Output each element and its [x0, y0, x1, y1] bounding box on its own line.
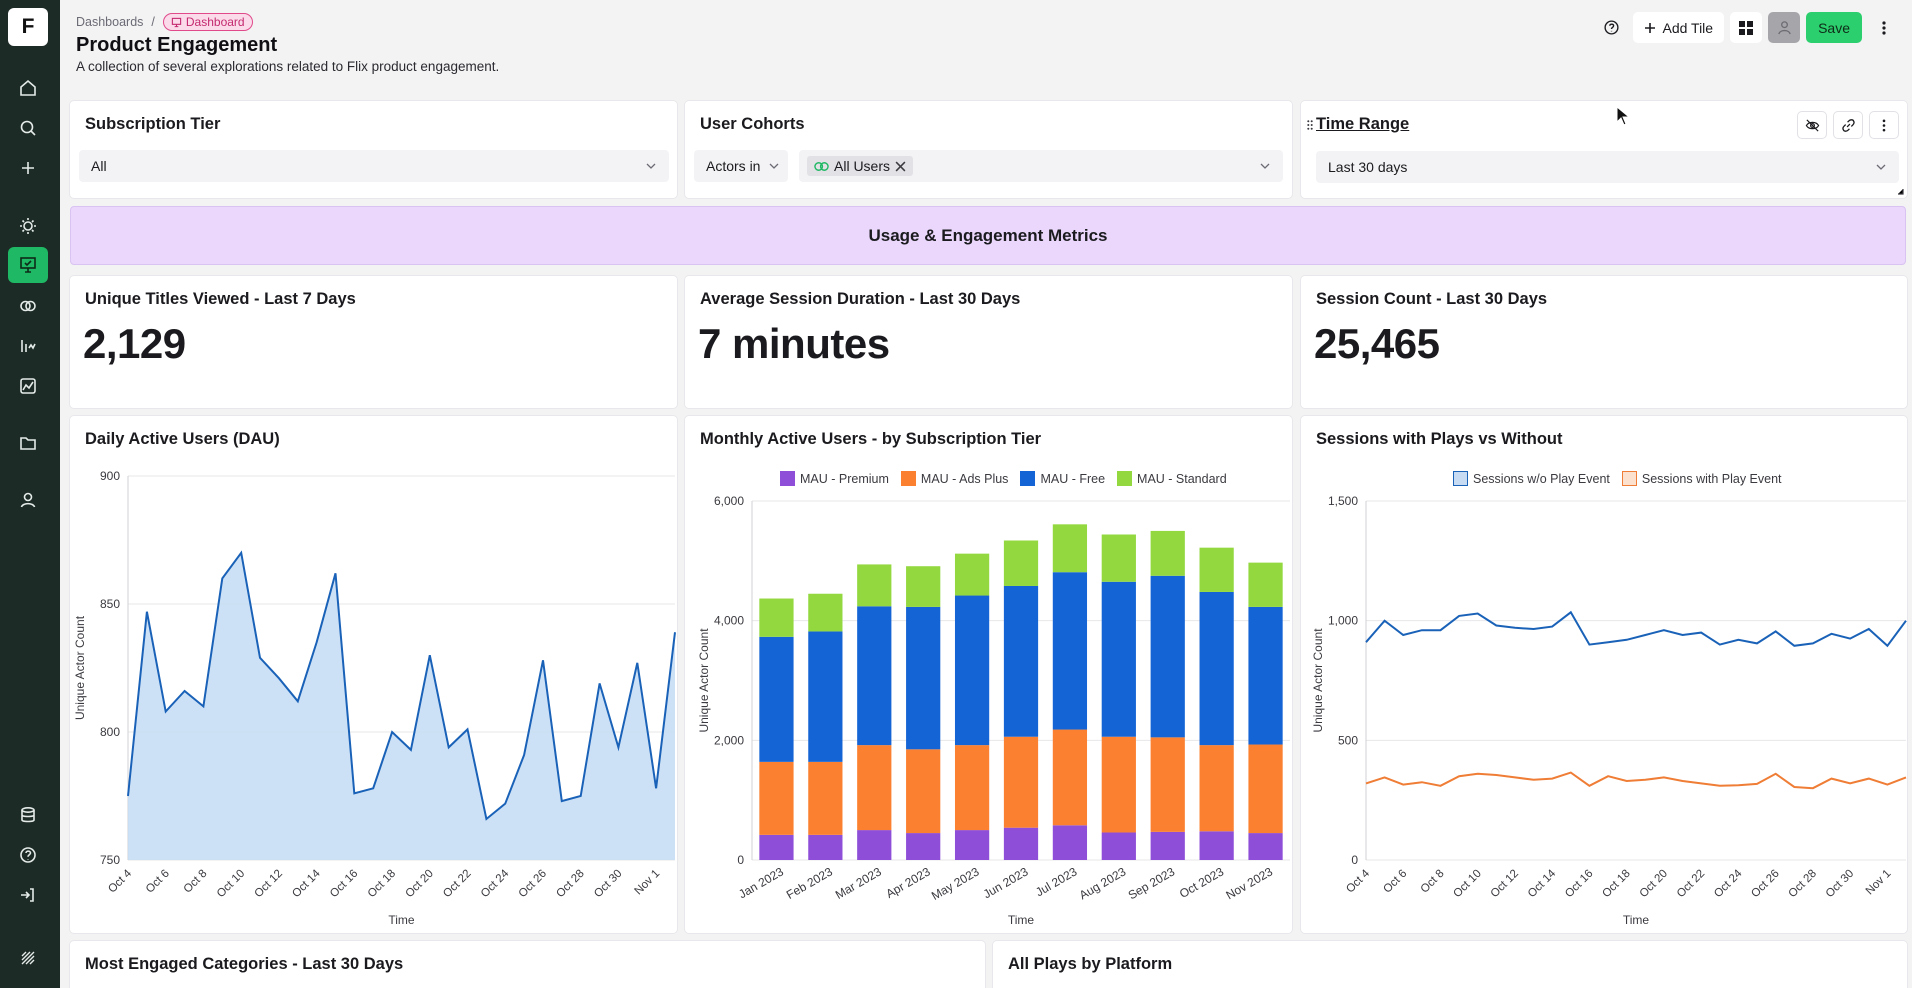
legend-item-without-play[interactable]: Sessions w/o Play Event: [1453, 471, 1610, 486]
add-tile-button[interactable]: Add Tile: [1633, 12, 1725, 43]
metric-value: 25,465: [1314, 320, 1440, 367]
breadcrumb-dashboards[interactable]: Dashboards: [76, 15, 144, 29]
user-cohorts-title: User Cohorts: [700, 115, 805, 133]
save-button[interactable]: Save: [1806, 12, 1862, 43]
eye-off-icon: [1805, 118, 1819, 132]
sessions-legend: Sessions w/o Play Event Sessions with Pl…: [1453, 471, 1782, 486]
link-tile-button[interactable]: [1833, 111, 1863, 139]
search-icon[interactable]: [8, 110, 48, 146]
time-range-filter: Time Range Last 30 days: [1301, 101, 1907, 198]
user-eye-icon: [1777, 21, 1791, 35]
cohort-pill-label: All Users: [834, 158, 891, 174]
dashboard-icon[interactable]: [8, 247, 48, 283]
breadcrumb: Dashboards / Dashboard: [76, 13, 253, 31]
lightbulb-icon[interactable]: [8, 208, 48, 244]
more-options-button[interactable]: [1868, 12, 1900, 43]
link-icon: [1841, 118, 1855, 132]
database-icon[interactable]: [8, 797, 48, 833]
legend-item-free[interactable]: MAU - Free: [1020, 471, 1105, 486]
dau-chart-tile: Daily Active Users (DAU): [70, 416, 677, 933]
user-cohorts-filter: User Cohorts Actors in All Users: [685, 101, 1292, 198]
metric-tile-unique-titles: Unique Titles Viewed - Last 7 Days 2,129: [70, 276, 677, 408]
drag-handle-icon[interactable]: [1307, 120, 1313, 130]
metrics-icon[interactable]: [8, 328, 48, 364]
metric-value: 7 minutes: [698, 320, 890, 367]
folder-icon[interactable]: [8, 425, 48, 461]
time-range-value: Last 30 days: [1328, 159, 1408, 175]
layout-button[interactable]: [1730, 12, 1763, 43]
chart-icon[interactable]: [8, 368, 48, 404]
subscription-tier-title: Subscription Tier: [85, 115, 221, 133]
subscription-tier-value: All: [91, 158, 107, 174]
help-icon[interactable]: [8, 837, 48, 873]
platform-tile: All Plays by Platform: [993, 941, 1907, 988]
add-tile-label: Add Tile: [1662, 19, 1714, 36]
section-banner: Usage & Engagement Metrics: [70, 206, 1906, 265]
mau-legend: MAU - Premium MAU - Ads Plus MAU - Free …: [780, 471, 1227, 486]
cohort-operator-value: Actors in: [706, 158, 761, 174]
metric-value: 2,129: [83, 320, 186, 367]
sessions-chart-tile: Sessions with Plays vs Without: [1301, 416, 1907, 933]
dashboard-badge-label: Dashboard: [185, 15, 245, 29]
tile-actions: [1797, 111, 1899, 139]
brand-icon: [8, 940, 48, 976]
chart-title: Most Engaged Categories - Last 30 Days: [85, 955, 404, 973]
resize-handle-icon[interactable]: [1897, 188, 1904, 195]
page-subtitle: A collection of several explorations rel…: [76, 59, 500, 74]
user-icon[interactable]: [8, 482, 48, 518]
more-vertical-icon: [1882, 20, 1886, 35]
chevron-down-icon: [1876, 164, 1886, 170]
breadcrumb-separator: /: [151, 15, 155, 29]
mau-chart-tile: Monthly Active Users - by Subscription T…: [685, 416, 1292, 933]
more-vertical-icon: [1882, 119, 1886, 131]
cohort-pill: All Users: [807, 156, 914, 176]
help-button[interactable]: [1595, 12, 1627, 43]
metric-tile-session-duration: Average Session Duration - Last 30 Days …: [685, 276, 1292, 408]
metric-title: Average Session Duration - Last 30 Days: [700, 290, 1021, 308]
legend-item-standard[interactable]: MAU - Standard: [1117, 471, 1227, 486]
sidebar: F: [0, 0, 60, 988]
chart-title: All Plays by Platform: [1008, 955, 1173, 973]
view-as-button[interactable]: [1768, 12, 1801, 43]
subscription-tier-select[interactable]: All: [79, 150, 669, 182]
plus-icon: [1645, 22, 1656, 33]
legend-item-ads-plus[interactable]: MAU - Ads Plus: [900, 471, 1008, 486]
page-title: Product Engagement: [76, 34, 278, 56]
dashboard-badge: Dashboard: [162, 13, 253, 31]
cohorts-icon[interactable]: [8, 288, 48, 324]
metric-title: Unique Titles Viewed - Last 7 Days: [85, 290, 356, 308]
categories-tile: Most Engaged Categories - Last 30 Days: [70, 941, 985, 988]
grid-icon: [1739, 20, 1754, 35]
time-range-title[interactable]: Time Range: [1316, 115, 1410, 133]
time-range-select[interactable]: Last 30 days: [1316, 151, 1899, 183]
legend-item-with-play[interactable]: Sessions with Play Event: [1621, 471, 1782, 486]
chart-title: Monthly Active Users - by Subscription T…: [700, 430, 1042, 448]
cohort-value-select[interactable]: All Users: [799, 150, 1283, 182]
plus-icon[interactable]: [8, 150, 48, 186]
dashboard-badge-icon: [171, 17, 182, 27]
logout-icon[interactable]: [8, 877, 48, 913]
chart-title: Sessions with Plays vs Without: [1316, 430, 1563, 448]
metric-tile-session-count: Session Count - Last 30 Days 25,465: [1301, 276, 1907, 408]
help-circle-icon: [1604, 20, 1619, 35]
cohort-operator-select[interactable]: Actors in: [694, 150, 788, 182]
close-icon[interactable]: [895, 161, 906, 172]
subscription-tier-filter: Subscription Tier All: [70, 101, 677, 198]
chevron-down-icon: [1260, 163, 1270, 169]
header-actions: Add Tile Save: [1595, 12, 1900, 43]
metric-title: Session Count - Last 30 Days: [1316, 290, 1548, 308]
cohorts-icon: [814, 161, 829, 171]
home-icon[interactable]: [8, 70, 48, 106]
mouse-cursor-icon: [1616, 106, 1630, 126]
hide-tile-button[interactable]: [1797, 111, 1827, 139]
legend-item-premium[interactable]: MAU - Premium: [780, 471, 889, 486]
chevron-down-icon: [769, 163, 779, 169]
tile-menu-button[interactable]: [1869, 111, 1899, 139]
chart-title: Daily Active Users (DAU): [85, 430, 280, 448]
app-logo[interactable]: F: [8, 8, 48, 46]
chevron-down-icon: [646, 163, 656, 169]
